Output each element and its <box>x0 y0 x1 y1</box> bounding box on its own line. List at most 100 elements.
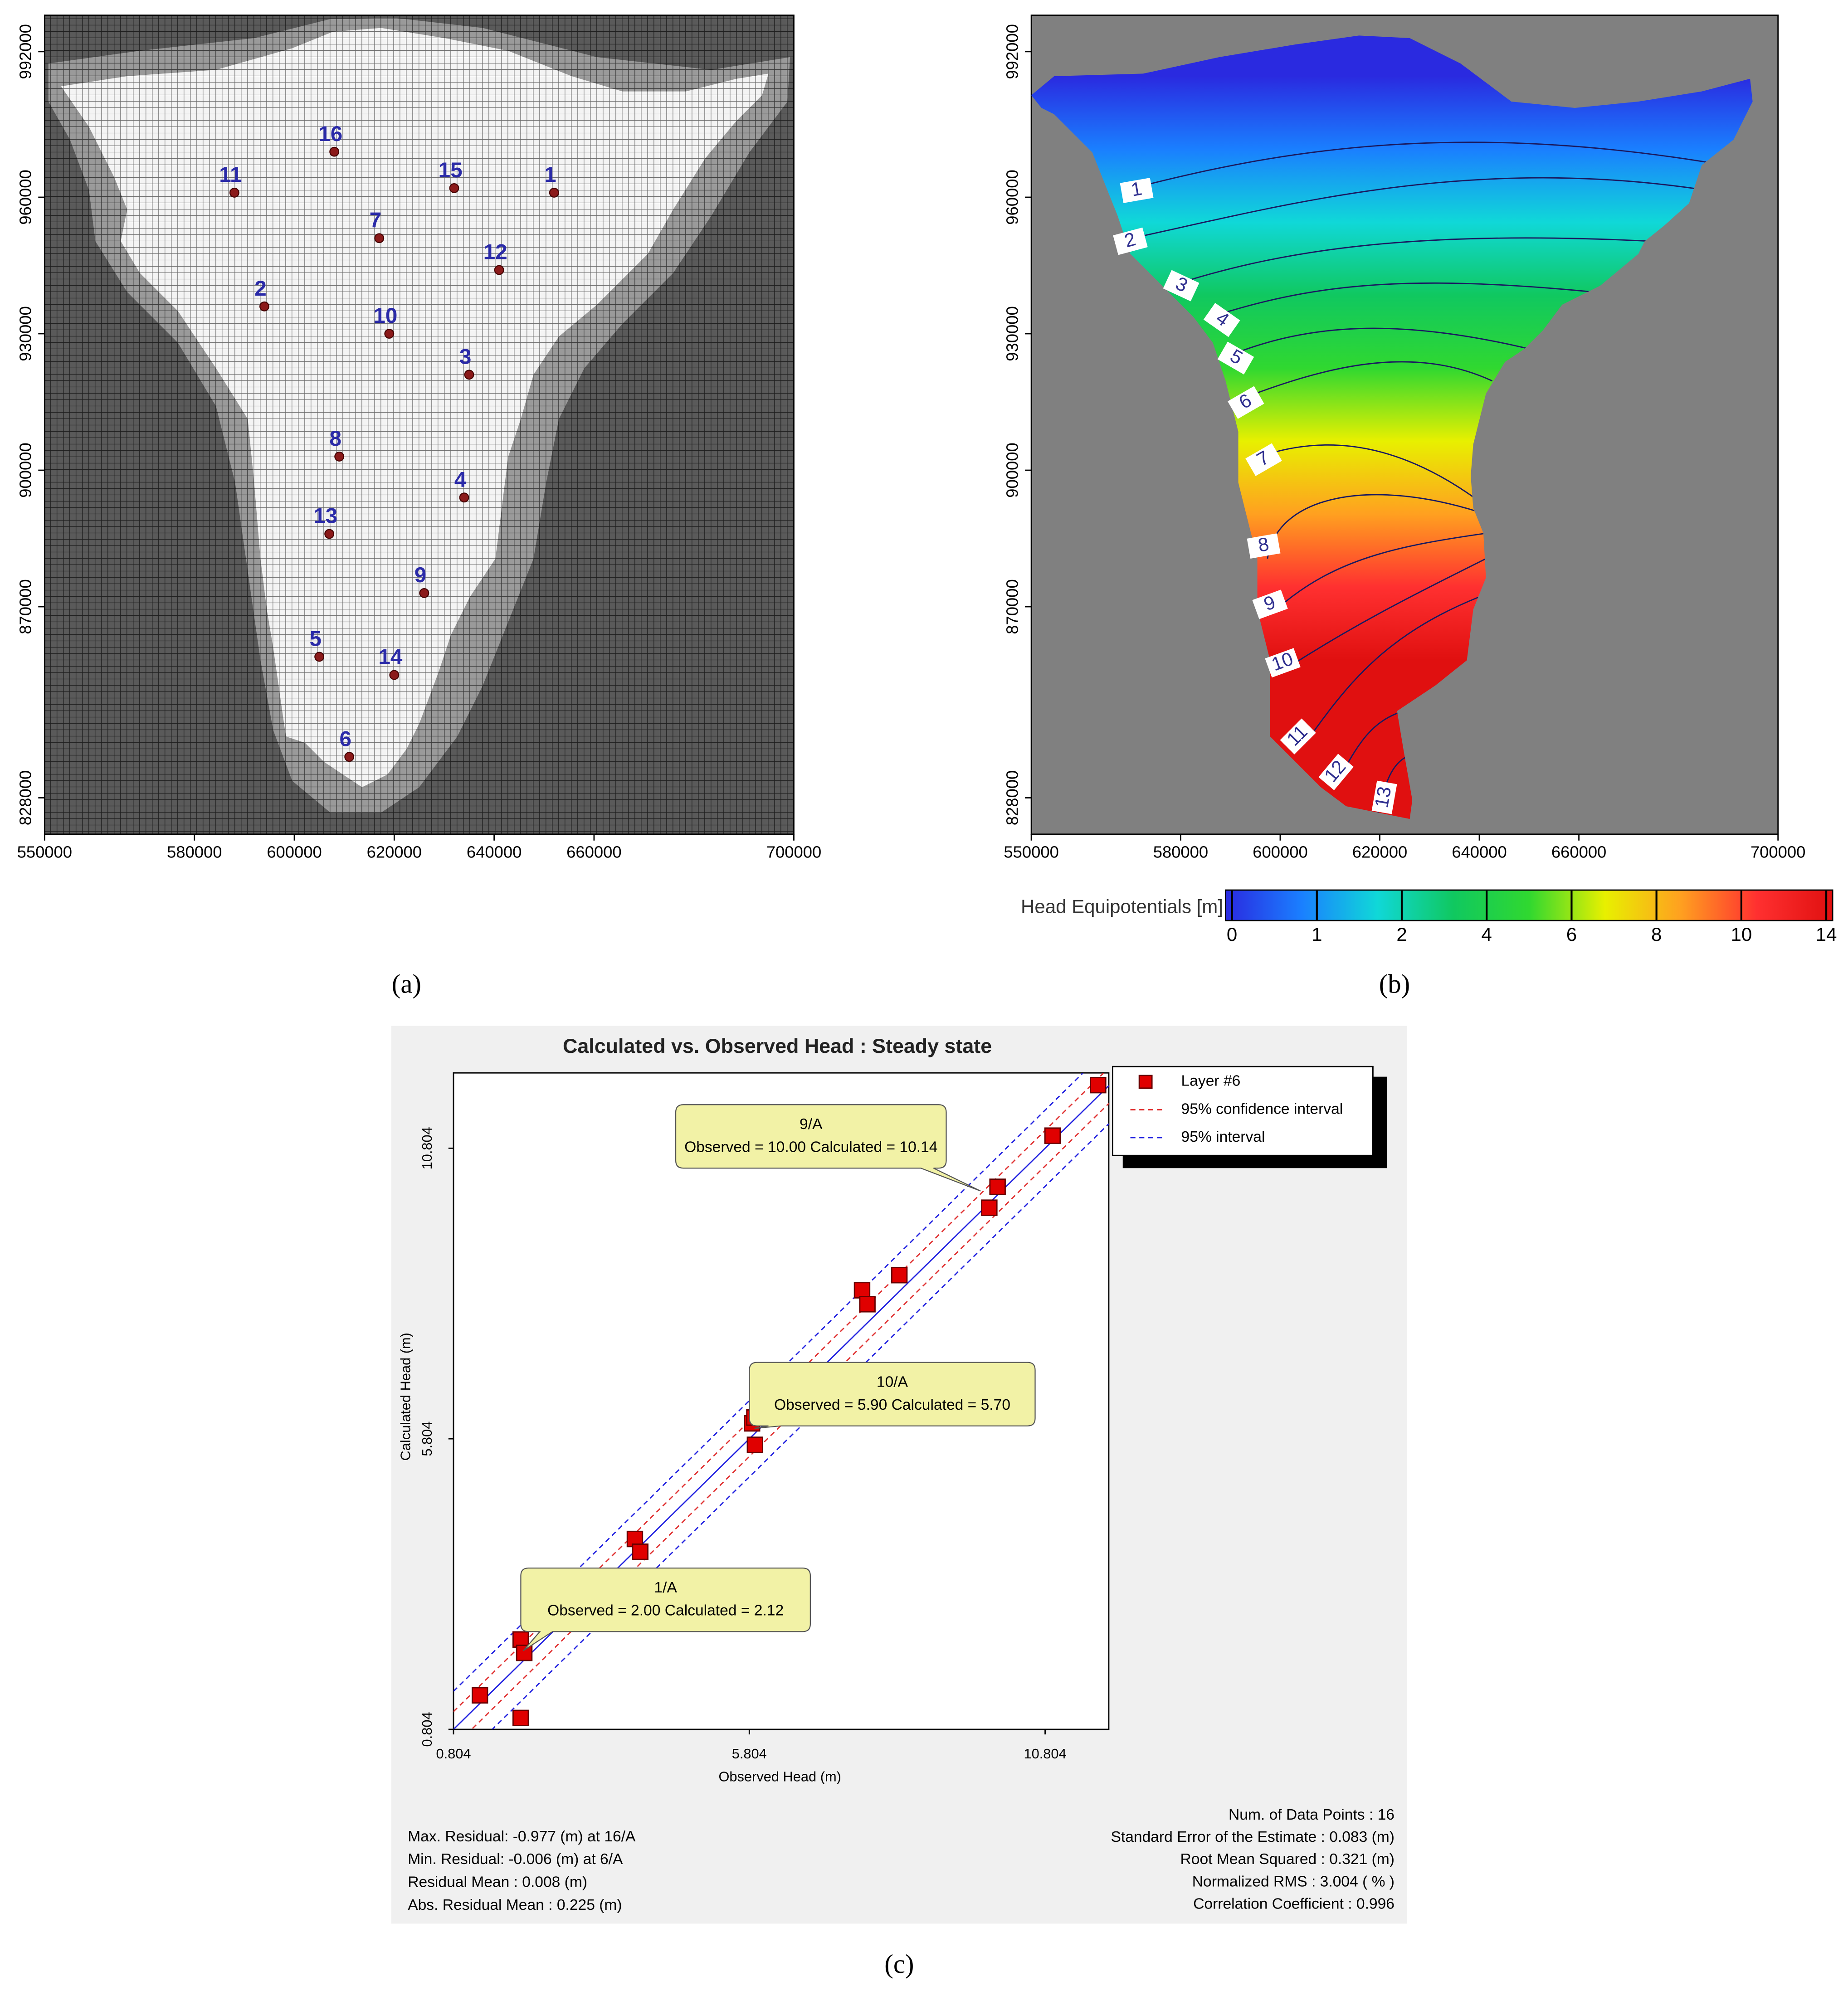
legend-box <box>1112 1066 1374 1156</box>
x-axis-label: Observed Head (m) <box>718 1768 841 1784</box>
x-tick-label: 550000 <box>1004 842 1058 861</box>
y-tick-label: 10.804 <box>419 1127 435 1169</box>
x-tick-label: 0.804 <box>436 1746 471 1762</box>
stat-right: Normalized RMS : 3.004 ( % ) <box>1192 1873 1395 1890</box>
colorbar-tick-label: 8 <box>1651 924 1662 945</box>
x-tick-label: 620000 <box>367 842 422 861</box>
contour-label-box <box>1265 648 1301 678</box>
contour-line <box>1276 532 1486 610</box>
contour-line <box>1117 177 1708 242</box>
well-label: 9 <box>414 563 426 587</box>
x-tick-label: 660000 <box>1551 842 1606 861</box>
panel-label: (c) <box>884 1949 914 1979</box>
well-marker <box>389 670 400 680</box>
well-label: 13 <box>313 504 337 528</box>
y-tick-label: 870000 <box>1003 579 1022 634</box>
well-label: 2 <box>254 277 266 301</box>
contour-label-box <box>1113 227 1148 255</box>
well-marker <box>549 188 559 198</box>
data-point <box>1090 1076 1107 1094</box>
y-tick-label: 930000 <box>1003 306 1022 361</box>
callout-title: 9/A <box>800 1116 823 1133</box>
y-tick-label: 828000 <box>1003 770 1022 825</box>
callout-title: 10/A <box>877 1373 908 1390</box>
contour-line <box>1229 327 1531 356</box>
colorbar-tick-label: 4 <box>1482 924 1492 945</box>
contour-label-box <box>1245 443 1282 476</box>
contour-label-box <box>1217 341 1254 375</box>
y-tick-label: 900000 <box>1003 443 1022 497</box>
stat-right: Correlation Coefficient : 0.996 <box>1193 1895 1395 1912</box>
y-tick-label: 828000 <box>16 770 35 825</box>
colorbar <box>1225 889 1833 921</box>
data-point <box>981 1199 998 1216</box>
panel-label: (b) <box>1379 969 1410 998</box>
colorbar-tick-label: 0 <box>1227 924 1237 945</box>
active-model-area <box>61 28 769 788</box>
legend-label: 95% interval <box>1181 1129 1265 1145</box>
colorbar-tick-label: 10 <box>1731 924 1752 945</box>
well-label: 8 <box>330 427 341 451</box>
well-label: 10 <box>373 304 397 328</box>
well-label: 5 <box>309 627 321 651</box>
well-label: 11 <box>219 163 242 187</box>
well-marker <box>334 452 345 462</box>
x-tick-label: 700000 <box>766 842 821 861</box>
x-tick-label: 5.804 <box>732 1746 767 1762</box>
data-point <box>989 1178 1006 1195</box>
well-label: 14 <box>378 645 402 669</box>
data-point <box>516 1645 533 1661</box>
colorbar-tick-label: 6 <box>1566 924 1577 945</box>
data-point <box>859 1296 876 1313</box>
x-tick-label: 700000 <box>1750 842 1805 861</box>
well-marker <box>449 183 459 193</box>
y-tick-label: 960000 <box>16 170 35 224</box>
data-point <box>853 1282 871 1299</box>
well-marker <box>464 370 474 380</box>
contour-label-box <box>1163 270 1199 302</box>
well-marker <box>384 329 395 339</box>
well-label: 12 <box>483 240 507 264</box>
x-tick-label: 620000 <box>1352 842 1407 861</box>
contour-label-box <box>1252 589 1288 619</box>
panel-label: (a) <box>392 969 421 998</box>
interval-line <box>470 1103 1109 1729</box>
well-marker <box>459 492 469 503</box>
y-tick-label: 0.804 <box>419 1712 435 1747</box>
stat-right: Standard Error of the Estimate : 0.083 (… <box>1111 1829 1395 1845</box>
colorbar-tick-label: 14 <box>1816 924 1837 945</box>
colorbar-tick-label: 1 <box>1312 924 1322 945</box>
callout-box <box>675 1104 981 1192</box>
colorbar-tick-label: 2 <box>1396 924 1407 945</box>
contour-label-box <box>1203 303 1240 337</box>
x-tick-label: 10.804 <box>1024 1746 1066 1762</box>
contour-label-box <box>1371 780 1397 814</box>
well-label: 16 <box>318 122 342 146</box>
y-tick-label: 960000 <box>1003 170 1022 224</box>
y-tick-label: 930000 <box>16 306 35 361</box>
well-label: 4 <box>454 467 467 492</box>
data-point <box>891 1267 908 1284</box>
data-point <box>632 1543 649 1560</box>
legend-label: 95% confidence interval <box>1181 1100 1343 1117</box>
contour-line <box>1124 141 1753 191</box>
contour-line <box>1209 282 1594 318</box>
data-point <box>471 1687 488 1704</box>
x-tick-label: 580000 <box>167 842 222 861</box>
callout-box <box>520 1568 811 1651</box>
well-marker <box>259 301 269 312</box>
contour-line <box>1305 596 1480 743</box>
well-label: 6 <box>340 727 351 751</box>
y-tick-label: 870000 <box>16 579 35 634</box>
well-marker <box>419 588 429 598</box>
x-tick-label: 660000 <box>566 842 621 861</box>
well-marker <box>324 529 335 539</box>
x-tick-label: 600000 <box>267 842 322 861</box>
colorbar-title: Head Equipotentials [m] <box>1021 896 1223 917</box>
y-tick-label: 5.804 <box>419 1422 435 1456</box>
contour-label-box <box>1120 178 1154 203</box>
legend-label: Layer #6 <box>1181 1073 1241 1090</box>
contour-line <box>1288 558 1487 667</box>
